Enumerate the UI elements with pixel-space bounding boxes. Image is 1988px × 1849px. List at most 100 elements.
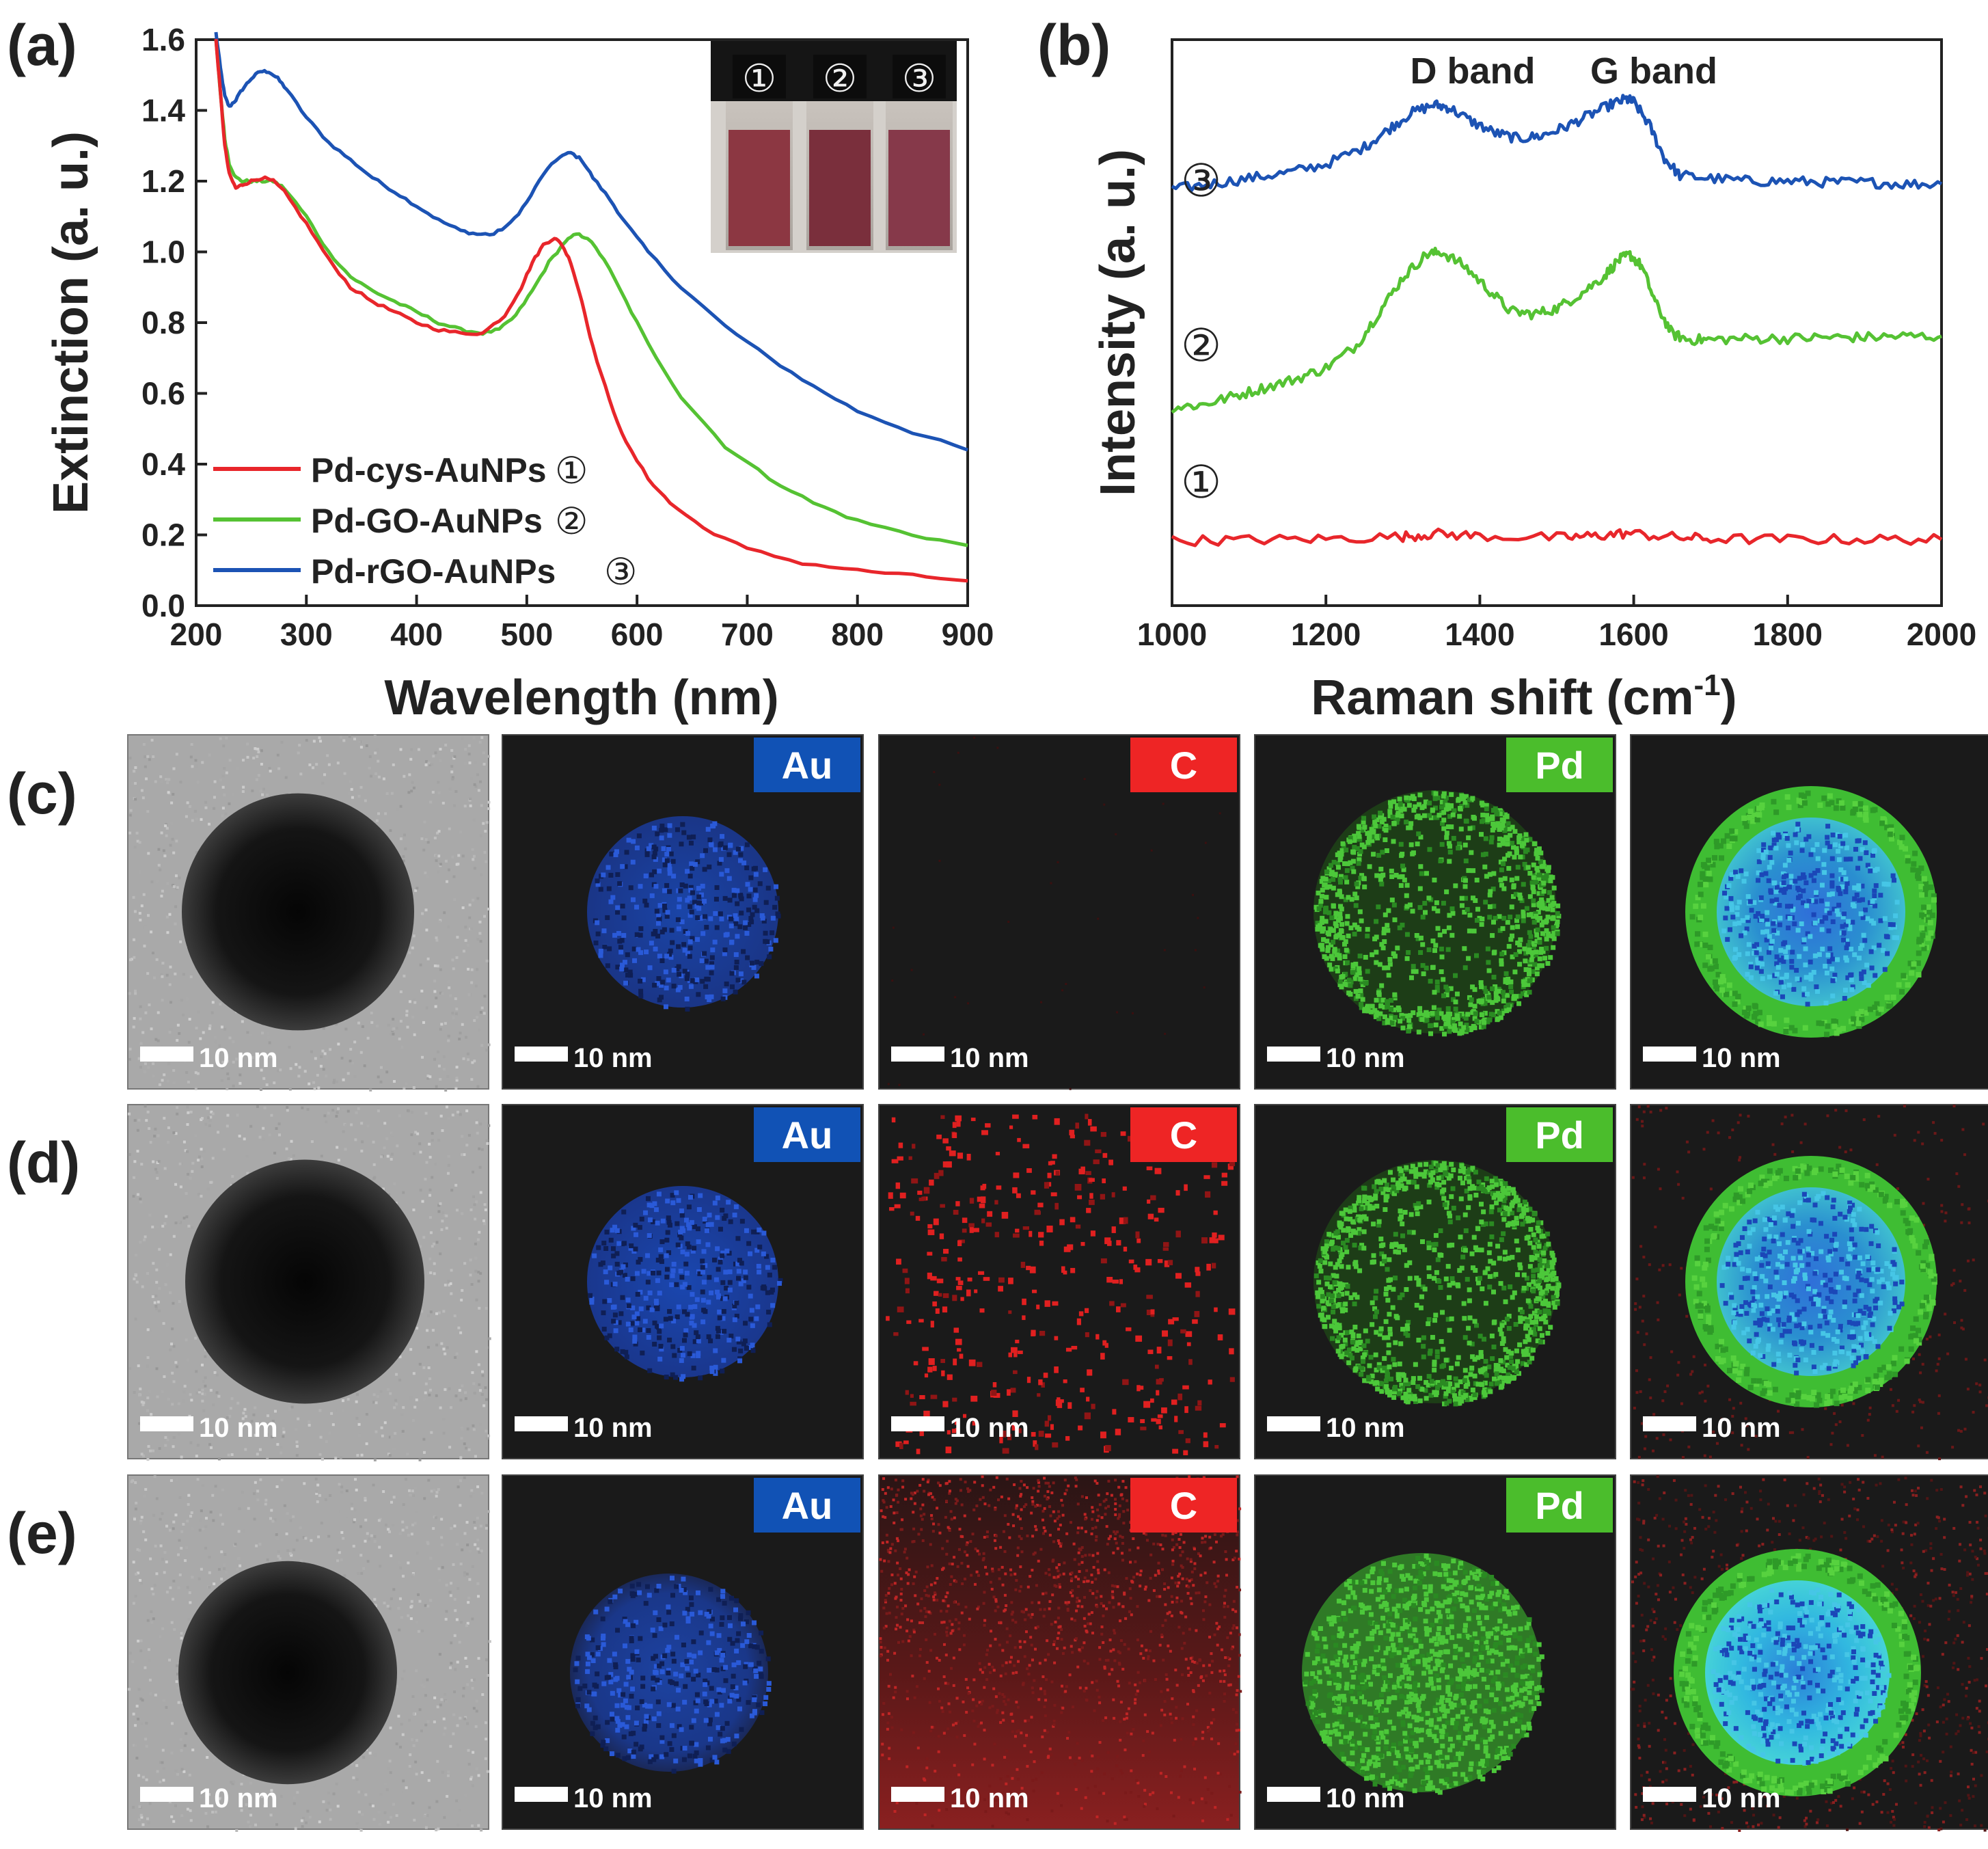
element-tag-label: C: [1170, 1114, 1197, 1157]
scale-bar-label: 10 nm: [573, 1783, 653, 1813]
x-tick-labels: 1000 1200 1400 1600 1800 2000: [1137, 617, 1976, 652]
legend-label-2: Pd-GO-AuNPs: [311, 502, 543, 540]
scale-bar-label: 10 nm: [1326, 1043, 1405, 1073]
g-band-annotation: G band: [1590, 51, 1717, 92]
nanoparticle: [185, 1159, 424, 1404]
scale-bar-label: 10 nm: [950, 1783, 1029, 1813]
element-tag-label: Pd: [1535, 744, 1584, 787]
legend-marker-3: ③: [604, 552, 637, 593]
row-d: 10 nm Au 10 nm C 10 nm Pd 10 nm 10 nm: [127, 1104, 1988, 1461]
nanoparticle: [178, 1561, 397, 1785]
pd-map: Pd 10 nm: [1254, 1474, 1616, 1830]
scale-bar: [1267, 1787, 1320, 1802]
x-tick-label: 600: [611, 617, 664, 652]
scale-bar: [1643, 1047, 1696, 1062]
axis-ticks: [1171, 595, 1943, 606]
x-tick-labels: 200 300 400 500 600 700 800 900: [170, 617, 994, 652]
element-tag-label: Au: [782, 1114, 833, 1157]
series-marker-3: ③: [1181, 155, 1221, 206]
legend: Pd-cys-AuNPs ① Pd-GO-AuNPs ② Pd-rGO-AuNP…: [213, 450, 637, 593]
element-tag-label: Au: [782, 744, 833, 787]
y-axis-label: Intensity (a. u.): [1091, 149, 1145, 496]
element-tag: [1130, 1107, 1237, 1162]
y-tick-label: 0.2: [141, 517, 185, 553]
legend-label-1: Pd-cys-AuNPs: [311, 451, 547, 489]
y-tick-label: 1.4: [141, 93, 185, 129]
x-tick-label: 1400: [1445, 617, 1514, 652]
raman-spectrum-3: [1171, 527, 1943, 548]
element-tag-label: C: [1170, 744, 1197, 787]
c-map: C 10 nm: [878, 1104, 1240, 1459]
d-band-annotation: D band: [1411, 51, 1536, 92]
y-tick-labels: 0.0 0.2 0.4 0.6 0.8 1.0 1.2 1.4 1.6: [141, 22, 185, 623]
scale-bar-label: 10 nm: [199, 1413, 278, 1443]
x-tick-label: 500: [500, 617, 553, 652]
x-tick-label: 1600: [1598, 617, 1668, 652]
y-axis-label: Extinction (a. u.): [44, 131, 98, 514]
tem-image: 10 nm: [127, 1474, 491, 1832]
tem-image: 10 nm: [127, 1104, 491, 1461]
au-map: Au 10 nm: [502, 734, 864, 1090]
y-tick-label: 0.6: [141, 376, 185, 411]
merged-map: 10 nm: [1630, 1104, 1988, 1461]
scale-bar-label: 10 nm: [1702, 1043, 1781, 1073]
raman-spectrum-1: [1171, 94, 1943, 193]
element-tag-label: Pd: [1535, 1114, 1584, 1157]
merged-map: 10 nm: [1630, 1474, 1988, 1832]
scale-bar: [140, 1787, 193, 1802]
vial-cap: [813, 55, 867, 98]
x-tick-label: 1200: [1291, 617, 1361, 652]
panel-label-c: (c): [7, 761, 77, 826]
x-tick-label: 200: [170, 617, 223, 652]
element-tag: [1506, 1478, 1613, 1533]
merged-map: 10 nm: [1630, 734, 1988, 1090]
c-map: C 10 nm: [878, 1474, 1242, 1830]
scale-bar: [891, 1416, 944, 1431]
c-map: C 10 nm: [878, 734, 1240, 1090]
x-tick-label: 1000: [1137, 617, 1207, 652]
scale-bar: [891, 1787, 944, 1802]
row-e: 10 nm Au 10 nm C 10 nm Pd 10 nm 10 nm: [127, 1474, 1988, 1832]
x-tick-label: 1800: [1753, 617, 1823, 652]
element-tag: [1130, 738, 1237, 792]
row-c: 10 nm Au 10 nm C 10 nm Pd 10 nm 10 nm: [127, 734, 1988, 1092]
axis-ticks: [195, 38, 969, 607]
scale-bar: [515, 1787, 568, 1802]
x-axis-label: Wavelength (nm): [384, 671, 778, 725]
y-tick-label: 0.4: [141, 446, 185, 482]
raman-chart: (b) 1000 1200 1400 1600 1800 2000 Raman shift…: [1037, 13, 1976, 725]
element-tag: [754, 1107, 860, 1162]
panel-label-d: (d): [7, 1131, 80, 1195]
nanoparticle: [182, 793, 414, 1031]
series-line-3: [214, 31, 968, 452]
scale-bar-label: 10 nm: [950, 1043, 1029, 1073]
x-tick-label: 400: [390, 617, 443, 652]
scale-bar: [891, 1047, 944, 1062]
extinction-chart: (a) 200 300 400 500 600 700 800 900 0.00.20.40.…: [7, 13, 994, 725]
x-tick-label: 900: [942, 617, 994, 652]
inset-vial-photo: ① ② ③: [711, 41, 957, 253]
vial-liquid: [729, 130, 790, 246]
vial-liquid: [809, 130, 871, 246]
element-tag: [1506, 1107, 1613, 1162]
vial-cap: [893, 55, 946, 98]
panel-label-b: (b): [1037, 13, 1111, 77]
panel-label-a: (a): [7, 13, 77, 77]
au-map: Au 10 nm: [502, 1474, 864, 1830]
scale-bar-label: 10 nm: [573, 1413, 653, 1443]
pd-map: Pd 10 nm: [1254, 1104, 1616, 1459]
panel-label-e: (e): [7, 1501, 77, 1565]
raman-spectrum-2: [1171, 246, 1942, 414]
scale-bar: [515, 1416, 568, 1431]
scale-bar: [1643, 1416, 1696, 1431]
scale-bar: [515, 1047, 568, 1062]
series-lines: [1171, 94, 1943, 548]
element-tag-label: Au: [782, 1484, 833, 1527]
x-tick-label: 800: [831, 617, 884, 652]
scale-bar-label: 10 nm: [1326, 1783, 1405, 1813]
scale-bar: [1267, 1047, 1320, 1062]
y-tick-label: 1.6: [141, 22, 185, 57]
y-tick-label: 1.0: [141, 234, 185, 270]
